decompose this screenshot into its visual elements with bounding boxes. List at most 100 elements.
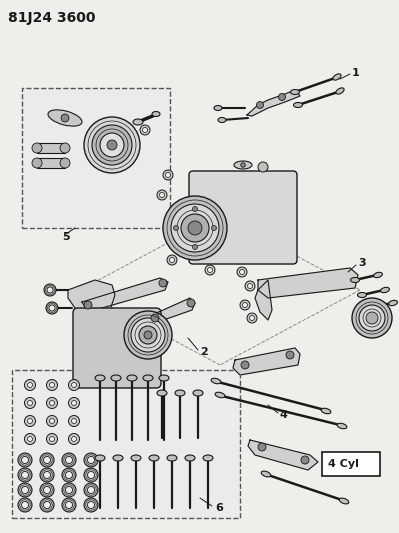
- Circle shape: [211, 225, 217, 230]
- Ellipse shape: [95, 455, 105, 461]
- Circle shape: [47, 398, 57, 408]
- Circle shape: [87, 456, 95, 464]
- Polygon shape: [248, 440, 318, 470]
- Text: 4: 4: [280, 410, 288, 420]
- Ellipse shape: [215, 392, 225, 398]
- Bar: [22, 88, 170, 228]
- Circle shape: [28, 383, 32, 387]
- Ellipse shape: [211, 378, 221, 384]
- Circle shape: [22, 456, 28, 464]
- Circle shape: [84, 498, 98, 512]
- Circle shape: [167, 255, 177, 265]
- Circle shape: [180, 235, 190, 245]
- Ellipse shape: [214, 106, 222, 110]
- Circle shape: [18, 453, 32, 467]
- Ellipse shape: [157, 390, 167, 396]
- Circle shape: [366, 312, 378, 324]
- Circle shape: [46, 302, 58, 314]
- Circle shape: [40, 453, 54, 467]
- Circle shape: [301, 456, 309, 464]
- Circle shape: [43, 502, 51, 508]
- Circle shape: [140, 125, 150, 135]
- Circle shape: [71, 400, 77, 406]
- Ellipse shape: [339, 498, 349, 504]
- Circle shape: [139, 326, 157, 344]
- Circle shape: [43, 472, 51, 479]
- Polygon shape: [233, 348, 300, 375]
- Ellipse shape: [290, 90, 300, 94]
- Circle shape: [286, 351, 294, 359]
- Circle shape: [163, 170, 173, 180]
- Circle shape: [24, 416, 36, 426]
- Circle shape: [43, 456, 51, 464]
- Circle shape: [71, 437, 77, 441]
- Circle shape: [188, 221, 202, 235]
- Ellipse shape: [175, 390, 185, 396]
- Text: 6: 6: [215, 503, 223, 513]
- Circle shape: [124, 311, 172, 359]
- Circle shape: [32, 158, 42, 168]
- Ellipse shape: [167, 455, 177, 461]
- Circle shape: [40, 498, 54, 512]
- Circle shape: [62, 453, 76, 467]
- Ellipse shape: [143, 375, 153, 381]
- Circle shape: [279, 93, 286, 101]
- Circle shape: [151, 314, 159, 322]
- Circle shape: [43, 487, 51, 494]
- Polygon shape: [150, 298, 195, 323]
- Ellipse shape: [159, 375, 169, 381]
- Circle shape: [18, 483, 32, 497]
- Circle shape: [24, 379, 36, 391]
- Circle shape: [22, 487, 28, 494]
- Circle shape: [192, 245, 198, 249]
- Text: 81J24 3600: 81J24 3600: [8, 11, 95, 25]
- Circle shape: [131, 318, 165, 352]
- Ellipse shape: [185, 455, 195, 461]
- Circle shape: [65, 487, 73, 494]
- Circle shape: [69, 433, 79, 445]
- Circle shape: [84, 301, 92, 309]
- Circle shape: [24, 398, 36, 408]
- Bar: [37, 158, 65, 168]
- Circle shape: [40, 468, 54, 482]
- Circle shape: [71, 383, 77, 387]
- Bar: [322, 452, 380, 476]
- Circle shape: [174, 225, 178, 230]
- Circle shape: [69, 416, 79, 426]
- Circle shape: [18, 498, 32, 512]
- Polygon shape: [247, 90, 300, 116]
- Ellipse shape: [95, 375, 105, 381]
- Circle shape: [205, 265, 215, 275]
- Circle shape: [247, 313, 257, 323]
- Ellipse shape: [203, 455, 213, 461]
- Ellipse shape: [127, 375, 137, 381]
- Ellipse shape: [111, 375, 121, 381]
- Circle shape: [160, 192, 164, 198]
- Bar: [12, 370, 240, 518]
- Ellipse shape: [389, 300, 397, 306]
- Circle shape: [71, 418, 77, 424]
- Ellipse shape: [350, 278, 359, 282]
- Ellipse shape: [131, 455, 141, 461]
- Circle shape: [84, 468, 98, 482]
- Circle shape: [241, 361, 249, 369]
- Circle shape: [84, 453, 98, 467]
- Circle shape: [92, 125, 132, 165]
- Circle shape: [163, 196, 227, 260]
- Circle shape: [47, 287, 53, 293]
- Circle shape: [240, 300, 250, 310]
- Circle shape: [60, 158, 70, 168]
- Ellipse shape: [113, 455, 123, 461]
- Text: 1: 1: [352, 68, 360, 78]
- Circle shape: [159, 279, 167, 287]
- Circle shape: [258, 443, 266, 451]
- Circle shape: [257, 101, 263, 109]
- Circle shape: [49, 437, 55, 441]
- Text: 4 Cyl: 4 Cyl: [328, 459, 359, 469]
- Ellipse shape: [358, 293, 367, 297]
- Circle shape: [243, 303, 247, 308]
- Circle shape: [40, 483, 54, 497]
- Ellipse shape: [234, 161, 252, 169]
- Circle shape: [207, 268, 213, 272]
- Circle shape: [87, 487, 95, 494]
